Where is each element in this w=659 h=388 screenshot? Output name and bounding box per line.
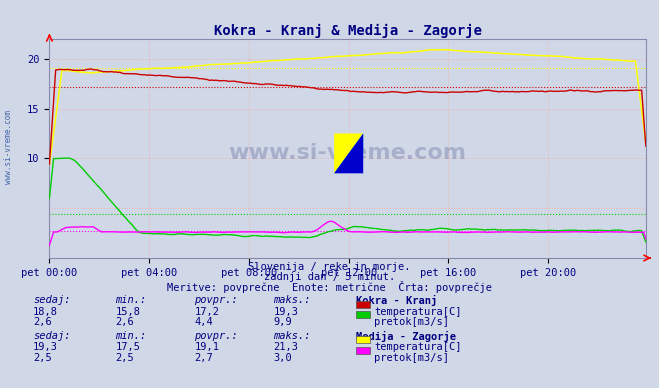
Text: min.:: min.: <box>115 331 146 341</box>
Text: sedaj:: sedaj: <box>33 295 71 305</box>
Text: temperatura[C]: temperatura[C] <box>374 307 462 317</box>
Text: 9,9: 9,9 <box>273 317 292 327</box>
Text: 2,6: 2,6 <box>33 317 51 327</box>
Text: 2,6: 2,6 <box>115 317 134 327</box>
Text: 2,7: 2,7 <box>194 353 213 363</box>
Text: 17,2: 17,2 <box>194 307 219 317</box>
Text: 3,0: 3,0 <box>273 353 292 363</box>
Text: www.si-vreme.com: www.si-vreme.com <box>229 143 467 163</box>
Text: 18,8: 18,8 <box>33 307 58 317</box>
Text: Meritve: povprečne  Enote: metrične  Črta: povprečje: Meritve: povprečne Enote: metrične Črta:… <box>167 281 492 293</box>
Text: temperatura[C]: temperatura[C] <box>374 342 462 352</box>
Polygon shape <box>334 133 363 173</box>
Text: povpr.:: povpr.: <box>194 295 238 305</box>
Text: 15,8: 15,8 <box>115 307 140 317</box>
Text: pretok[m3/s]: pretok[m3/s] <box>374 353 449 363</box>
Text: 19,3: 19,3 <box>33 342 58 352</box>
Text: Slovenija / reke in morje.: Slovenija / reke in morje. <box>248 262 411 272</box>
Text: 4,4: 4,4 <box>194 317 213 327</box>
Text: www.si-vreme.com: www.si-vreme.com <box>4 111 13 184</box>
Text: Medija - Zagorje: Medija - Zagorje <box>356 331 456 341</box>
Text: 17,5: 17,5 <box>115 342 140 352</box>
Text: maks.:: maks.: <box>273 331 311 341</box>
Text: Kokra - Kranj: Kokra - Kranj <box>356 295 437 306</box>
Text: 2,5: 2,5 <box>115 353 134 363</box>
Text: pretok[m3/s]: pretok[m3/s] <box>374 317 449 327</box>
Polygon shape <box>334 133 363 173</box>
Text: sedaj:: sedaj: <box>33 331 71 341</box>
Text: maks.:: maks.: <box>273 295 311 305</box>
Text: 19,3: 19,3 <box>273 307 299 317</box>
Text: zadnji dan / 5 minut.: zadnji dan / 5 minut. <box>264 272 395 282</box>
Text: 19,1: 19,1 <box>194 342 219 352</box>
Polygon shape <box>334 133 363 173</box>
Text: 21,3: 21,3 <box>273 342 299 352</box>
Title: Kokra - Kranj & Medija - Zagorje: Kokra - Kranj & Medija - Zagorje <box>214 24 482 38</box>
Text: 2,5: 2,5 <box>33 353 51 363</box>
Text: povpr.:: povpr.: <box>194 331 238 341</box>
Text: min.:: min.: <box>115 295 146 305</box>
